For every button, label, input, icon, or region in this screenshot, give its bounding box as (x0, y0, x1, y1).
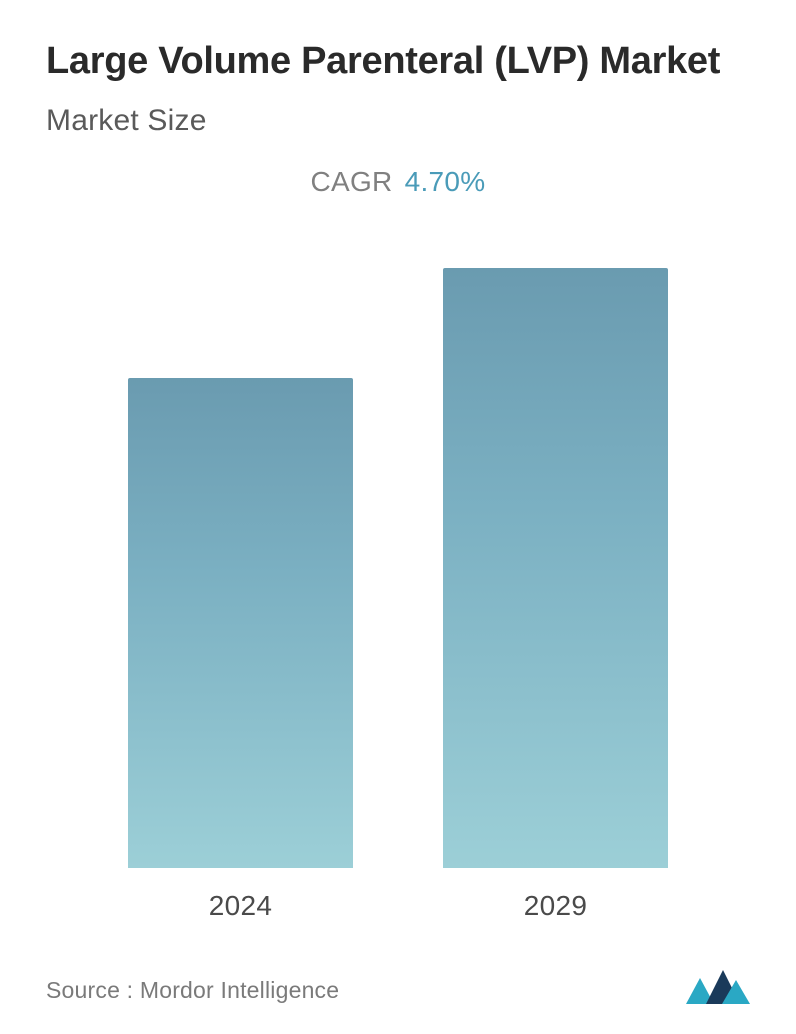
cagr-label: CAGR (310, 166, 392, 197)
chart-subtitle: Market Size (46, 104, 750, 138)
bar-group-0: 2024 (128, 378, 353, 922)
bar-label-1: 2029 (524, 890, 588, 922)
cagr-value: 4.70% (405, 166, 486, 197)
cagr-row: CAGR 4.70% (46, 166, 750, 198)
chart-container: Large Volume Parenteral (LVP) Market Mar… (0, 0, 796, 1034)
mordor-logo-icon (686, 966, 750, 1004)
footer: Source : Mordor Intelligence (46, 960, 750, 1004)
chart-area: 2024 2029 (46, 258, 750, 923)
bar-label-0: 2024 (209, 890, 273, 922)
bar-0 (128, 378, 353, 868)
source-text: Source : Mordor Intelligence (46, 977, 339, 1004)
bar-group-1: 2029 (443, 268, 668, 922)
bar-1 (443, 268, 668, 868)
chart-title: Large Volume Parenteral (LVP) Market (46, 38, 750, 86)
